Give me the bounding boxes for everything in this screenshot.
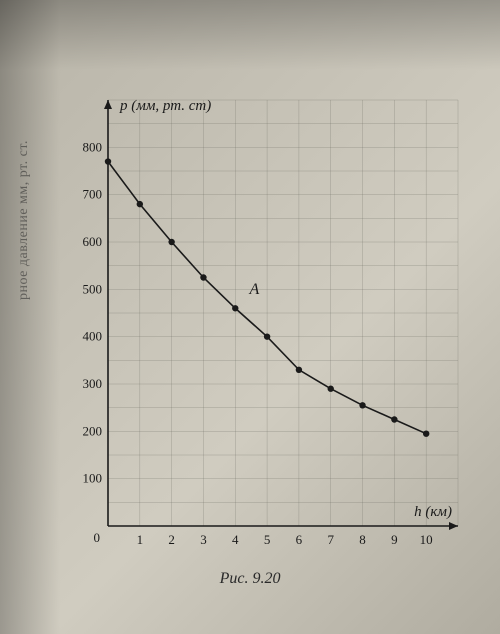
data-point	[168, 239, 174, 245]
y-tick-label: 300	[83, 376, 103, 391]
x-tick-label: 7	[327, 532, 334, 547]
data-point	[200, 274, 206, 280]
y-tick-label: 200	[83, 423, 103, 438]
y-tick-label: 600	[83, 234, 103, 249]
x-tick-label: 4	[232, 532, 239, 547]
x-tick-label: 5	[264, 532, 271, 547]
origin-label: 0	[94, 530, 101, 545]
chart-grid	[108, 100, 458, 526]
chart-svg: 100200300400500600700800123456789100p (м…	[60, 90, 470, 560]
x-tick-label: 6	[296, 532, 303, 547]
page-shade-left	[0, 0, 60, 634]
y-tick-label: 700	[83, 187, 103, 202]
data-point	[328, 386, 334, 392]
data-point	[423, 431, 429, 437]
data-point	[105, 158, 111, 164]
annotation-label: A	[248, 281, 259, 298]
x-tick-label: 3	[200, 532, 207, 547]
side-vertical-label: рное давление мм, рт. ст.	[16, 140, 32, 300]
y-tick-label: 800	[83, 139, 103, 154]
pressure-chart: 100200300400500600700800123456789100p (м…	[60, 90, 470, 560]
y-axis-title: p (мм, рт. ст)	[119, 98, 211, 114]
y-tick-label: 500	[83, 281, 103, 296]
x-tick-label: 8	[359, 532, 366, 547]
x-axis-title: h (км)	[414, 504, 452, 520]
x-tick-label: 9	[391, 532, 398, 547]
data-point	[264, 333, 270, 339]
page-shade-top	[0, 0, 500, 70]
data-point	[391, 416, 397, 422]
data-point	[232, 305, 238, 311]
y-tick-label: 400	[83, 329, 103, 344]
data-point	[296, 367, 302, 373]
x-tick-label: 2	[168, 532, 175, 547]
y-tick-label: 100	[83, 471, 103, 486]
x-tick-label: 1	[137, 532, 144, 547]
figure-caption: Рис. 9.20	[0, 570, 500, 588]
x-tick-label: 10	[420, 532, 433, 547]
data-point	[137, 201, 143, 207]
data-point	[359, 402, 365, 408]
chart-axes	[104, 100, 458, 530]
